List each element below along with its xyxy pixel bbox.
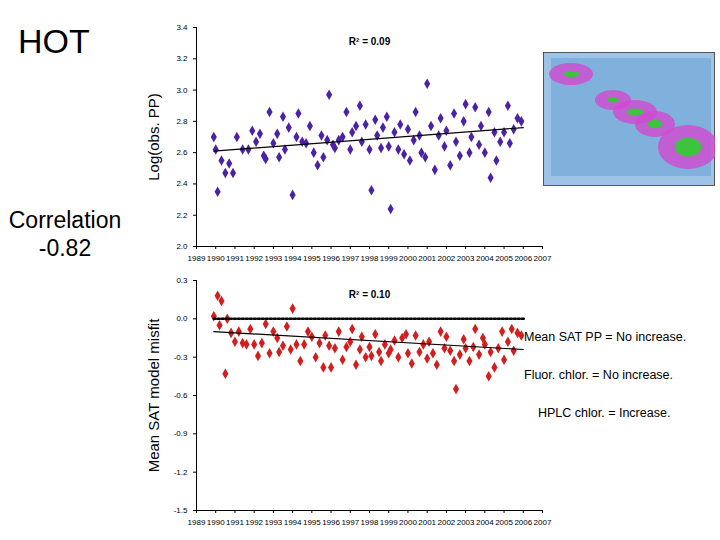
svg-text:1993: 1993 (264, 518, 282, 527)
svg-text:2002: 2002 (437, 518, 455, 527)
svg-text:3.0: 3.0 (176, 86, 188, 95)
svg-text:1994: 1994 (284, 254, 302, 263)
svg-text:2003: 2003 (457, 518, 475, 527)
svg-text:0.0: 0.0 (176, 314, 188, 323)
svg-text:1992: 1992 (245, 254, 263, 263)
html-text:HPLC chlor. = Increase.: HPLC chlor. = Increase. (538, 406, 671, 420)
svg-text:1990: 1990 (207, 254, 225, 263)
svg-text:1991: 1991 (226, 254, 244, 263)
svg-text:2004: 2004 (476, 254, 494, 263)
svg-text:1997: 1997 (341, 518, 359, 527)
svg-text:2000: 2000 (399, 518, 417, 527)
svg-text:2002: 2002 (437, 254, 455, 263)
html-text:Mean SAT PP = No increase.: Mean SAT PP = No increase. (524, 330, 687, 344)
svg-text:1993: 1993 (264, 254, 282, 263)
svg-text:-1.5: -1.5 (174, 506, 188, 515)
svg-text:1994: 1994 (284, 518, 302, 527)
svg-text:2004: 2004 (476, 518, 494, 527)
svg-text:R² = 0.10: R² = 0.10 (349, 289, 391, 300)
svg-text:2001: 2001 (418, 518, 436, 527)
svg-text:2.2: 2.2 (176, 211, 188, 220)
svg-text:1998: 1998 (361, 518, 379, 527)
svg-text:3.4: 3.4 (176, 23, 188, 32)
html-text:Fluor. chlor. = No increase.: Fluor. chlor. = No increase. (524, 368, 673, 382)
svg-text:1998: 1998 (361, 254, 379, 263)
svg-text:1999: 1999 (380, 254, 398, 263)
svg-text:R² = 0.09: R² = 0.09 (349, 36, 391, 47)
svg-text:-0.3: -0.3 (174, 353, 188, 362)
svg-text:1989: 1989 (188, 254, 206, 263)
svg-text:1995: 1995 (303, 254, 321, 263)
svg-text:-0.9: -0.9 (174, 429, 188, 438)
html-text:HOT: HOT (18, 22, 90, 60)
svg-text:Log(obs. PP): Log(obs. PP) (145, 93, 162, 181)
svg-text:-1.2: -1.2 (174, 468, 188, 477)
svg-text:2.6: 2.6 (176, 148, 188, 157)
svg-text:1995: 1995 (303, 518, 321, 527)
html-text:Correlation -0.82: Correlation -0.82 (8, 207, 122, 261)
svg-text:1990: 1990 (207, 518, 225, 527)
svg-text:2005: 2005 (495, 254, 513, 263)
svg-text:1989: 1989 (188, 518, 206, 527)
svg-text:2006: 2006 (514, 518, 532, 527)
svg-text:2.0: 2.0 (176, 242, 188, 251)
svg-text:-0.6: -0.6 (174, 391, 188, 400)
svg-text:1992: 1992 (245, 518, 263, 527)
svg-text:2005: 2005 (495, 518, 513, 527)
svg-text:1996: 1996 (322, 254, 340, 263)
svg-text:Mean SAT model misfit: Mean SAT model misfit (145, 318, 162, 472)
svg-text:1991: 1991 (226, 518, 244, 527)
svg-text:0.3: 0.3 (176, 276, 188, 285)
svg-text:3.2: 3.2 (176, 54, 188, 63)
svg-text:2.8: 2.8 (176, 117, 188, 126)
svg-text:1999: 1999 (380, 518, 398, 527)
svg-text:2001: 2001 (418, 254, 436, 263)
svg-text:1997: 1997 (341, 254, 359, 263)
svg-text:2003: 2003 (457, 254, 475, 263)
svg-text:2006: 2006 (514, 254, 532, 263)
svg-text:2007: 2007 (534, 518, 552, 527)
svg-text:1996: 1996 (322, 518, 340, 527)
svg-text:2.4: 2.4 (176, 179, 188, 188)
svg-text:2000: 2000 (399, 254, 417, 263)
svg-text:2007: 2007 (534, 254, 552, 263)
